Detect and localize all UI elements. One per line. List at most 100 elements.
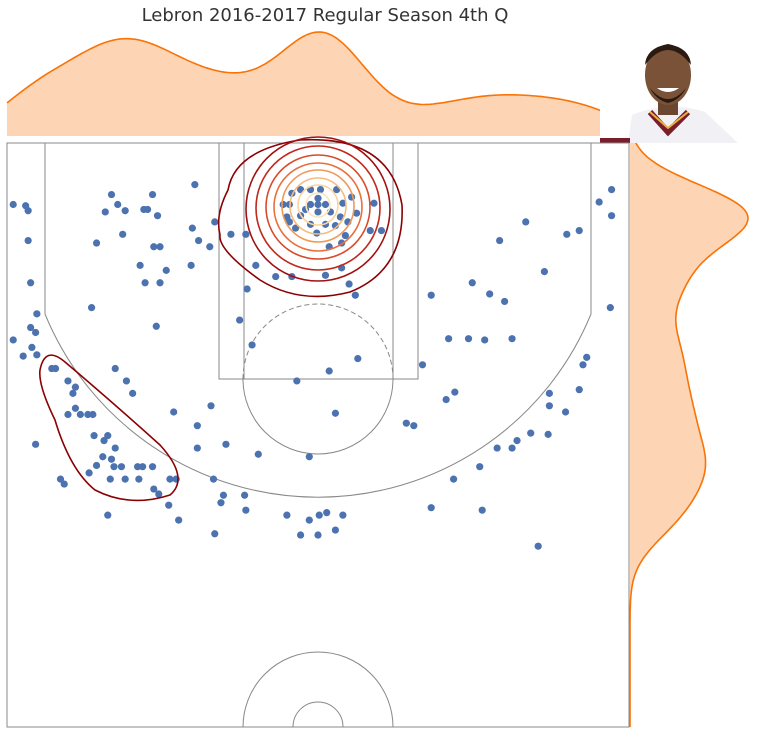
shot-point — [165, 501, 173, 509]
shot-point — [111, 364, 119, 373]
shot-point — [314, 200, 322, 209]
shot-point — [129, 389, 137, 397]
shot-point — [194, 236, 203, 245]
shot-point — [187, 261, 195, 269]
shot-point — [150, 243, 158, 251]
shot-point — [33, 351, 41, 359]
shot-point — [366, 227, 374, 235]
shot-point — [254, 450, 262, 458]
shot-point — [110, 463, 118, 471]
shot-point — [27, 323, 35, 332]
shot-point — [305, 453, 313, 461]
shot-point — [476, 463, 484, 471]
shot-point — [242, 230, 250, 238]
y-density — [629, 142, 749, 727]
shots — [9, 181, 616, 550]
shot-point — [306, 200, 315, 209]
shot-point — [27, 279, 35, 287]
shot-point — [377, 227, 386, 235]
shot-point — [106, 475, 114, 483]
shot-point — [138, 463, 147, 471]
shot-point — [325, 367, 333, 375]
shot-point — [252, 261, 260, 269]
shot-point — [56, 475, 65, 483]
shot-point — [148, 463, 157, 471]
shot-point — [339, 199, 347, 207]
shot-point — [481, 336, 489, 344]
x-density — [6, 31, 630, 123]
shot-point — [341, 231, 349, 240]
shot-point — [331, 526, 340, 534]
marginals — [6, 31, 749, 727]
shot-point — [9, 200, 17, 209]
shot-point — [156, 279, 164, 287]
shot-point — [545, 402, 553, 410]
chart-title: Lebron 2016-2017 Regular Season 4th Q — [142, 5, 509, 26]
shot-point — [607, 212, 616, 220]
shot-point — [522, 218, 530, 226]
shot-point — [211, 218, 219, 226]
shot-point — [583, 353, 591, 361]
shot-point — [170, 408, 178, 416]
shot-point — [9, 336, 17, 344]
shot-point — [370, 199, 378, 207]
shot-point — [121, 207, 129, 215]
shot-point — [236, 316, 244, 324]
shot-point — [321, 200, 330, 209]
shot-point — [119, 230, 127, 238]
shot-point — [508, 335, 516, 343]
density-contours — [38, 136, 403, 502]
shot-point — [117, 463, 126, 471]
shot-point — [410, 422, 418, 430]
shot-point — [211, 530, 219, 538]
shot-point — [92, 239, 101, 247]
shot-point — [107, 190, 116, 199]
court — [6, 142, 630, 728]
shot-point — [90, 432, 98, 440]
shot-point — [191, 181, 199, 189]
shot-point — [445, 335, 453, 343]
shot-point — [242, 506, 250, 514]
shot-point — [153, 212, 162, 220]
shot-point — [285, 218, 293, 226]
shot-point — [111, 444, 119, 452]
shot-point — [354, 354, 362, 363]
shot-point — [28, 343, 36, 351]
shot-point — [464, 335, 473, 343]
shot-point — [314, 531, 322, 539]
shot-point — [575, 227, 583, 235]
shot-point — [496, 236, 504, 245]
shot-point — [527, 429, 535, 437]
shot-point — [451, 388, 459, 396]
shot-point — [293, 377, 301, 385]
shot-point — [114, 200, 122, 209]
shot-point — [545, 389, 553, 397]
shot-point — [595, 198, 603, 206]
shot-point — [345, 280, 353, 288]
shot-point — [468, 279, 476, 287]
shot-point — [501, 297, 509, 306]
shot-point — [69, 389, 77, 397]
shot-point — [351, 291, 359, 299]
shot-point — [305, 516, 313, 524]
shot-point — [162, 266, 170, 274]
shot-point — [152, 322, 160, 330]
shot-point — [19, 352, 27, 360]
shot-point — [314, 194, 322, 202]
shot-point — [427, 504, 435, 512]
shot-point — [76, 410, 84, 419]
shot-point — [24, 207, 32, 215]
shot-point — [418, 361, 427, 369]
shot-point — [121, 475, 129, 483]
shot-point — [513, 436, 521, 445]
shot-point — [442, 395, 450, 404]
shot-point — [486, 290, 494, 298]
shot-point — [313, 229, 321, 237]
shot-point — [24, 236, 32, 245]
shot-point — [100, 436, 108, 445]
shot-point — [243, 285, 251, 293]
shot-point — [579, 361, 587, 369]
shot-point — [561, 408, 570, 416]
shot-point — [427, 291, 435, 299]
